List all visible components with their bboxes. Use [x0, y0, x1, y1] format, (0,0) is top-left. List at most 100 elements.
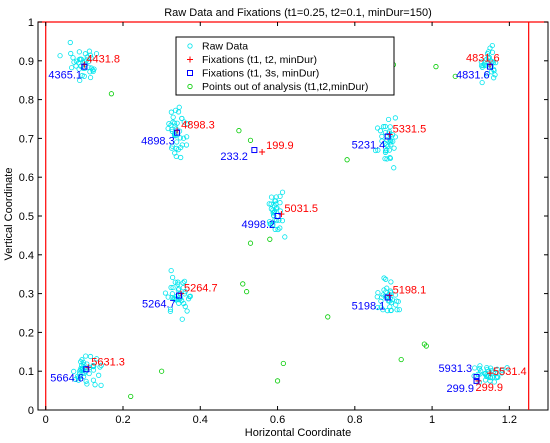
- fixation-duration-label: 5231.4: [352, 139, 386, 151]
- raw-data-point: [277, 200, 283, 206]
- axis-ticks: 0 0.2 0.4 0.6 0.8 1 1.2 0 0.1 0.2 0.3 0.4 0.5 0.6 0.7 0…: [19, 17, 548, 426]
- raw-data-point: [169, 143, 175, 149]
- raw-data-point: [483, 73, 490, 79]
- fixation-duration-label: 5531.4: [493, 366, 527, 378]
- raw-data-point: [69, 65, 75, 71]
- raw-data-point: [84, 381, 90, 387]
- raw-data-point: [181, 278, 188, 284]
- fixation-duration-label: 5031.5: [284, 203, 318, 215]
- raw-data-point: [67, 39, 73, 46]
- raw-data-point: [377, 128, 384, 134]
- raw-data-point: [71, 368, 77, 375]
- raw-data-point: [78, 359, 84, 365]
- raw-data-point: [170, 274, 176, 281]
- raw-data-point: [479, 79, 485, 86]
- raw-data-point: [392, 292, 399, 298]
- raw-data-point: [274, 205, 280, 211]
- fixation-square-marker: [176, 292, 183, 299]
- fixations-layer: [81, 61, 494, 384]
- raw-data-point: [170, 119, 176, 125]
- raw-data-point: [482, 377, 489, 383]
- fixation-square-marker: [487, 63, 494, 70]
- x-tick-label: 1.2: [502, 414, 517, 426]
- fixation-square-marker: [251, 147, 258, 154]
- fixation-square-marker: [473, 374, 480, 381]
- raw-data-point: [271, 209, 277, 216]
- raw-data-point: [484, 364, 490, 371]
- raw-data-point: [168, 267, 174, 274]
- raw-data-point: [167, 308, 173, 314]
- annotations-layer: 4431.8 4898.3 199.9 5331.5 4831.6 5031.5 5264.…: [48, 53, 526, 395]
- raw-data-point: [79, 72, 85, 79]
- raw-data-point: [477, 363, 483, 369]
- raw-data-point: [382, 123, 388, 130]
- raw-data-point: [387, 155, 394, 161]
- raw-data-point: [385, 298, 392, 304]
- raw-data-point: [90, 367, 97, 373]
- fixation-duration-label: 5264.7: [142, 299, 176, 311]
- y-tick-label: 0.8: [19, 95, 34, 107]
- raw-data-point: [179, 142, 185, 148]
- raw-data-point: [375, 290, 381, 296]
- raw-data-point: [168, 109, 174, 115]
- raw-data-point: [165, 125, 171, 132]
- raw-data-point: [169, 291, 175, 297]
- raw-data-point: [76, 49, 82, 55]
- raw-data-point: [393, 302, 399, 308]
- raw-data-point: [82, 51, 88, 57]
- raw-data-point: [384, 285, 390, 291]
- out-of-analysis-point: [423, 343, 429, 349]
- raw-data-point: [378, 304, 384, 310]
- y-tick-label: 0.5: [19, 211, 34, 223]
- raw-data-point: [80, 65, 86, 71]
- legend-marker: [187, 43, 193, 49]
- raw-data-point: [77, 77, 83, 84]
- fixation-duration-label: 4898.3: [181, 120, 215, 132]
- raw-data-point: [272, 198, 278, 204]
- fixation-duration-label: 233.2: [220, 151, 248, 163]
- raw-data-point: [484, 71, 490, 77]
- raw-data-point: [98, 362, 104, 368]
- out-of-analysis-layer: [108, 62, 458, 400]
- raw-data-point: [276, 217, 282, 223]
- fixation-duration-label: 4898.3: [141, 136, 175, 148]
- raw-data-point: [268, 221, 274, 227]
- fixation-duration-label: 4831.6: [466, 53, 500, 65]
- raw-data-point: [472, 365, 478, 371]
- raw-data-point: [178, 154, 184, 161]
- out-of-analysis-point: [247, 137, 254, 143]
- raw-data-point: [388, 307, 394, 314]
- raw-data-point: [167, 306, 174, 312]
- y-tick-label: 0.9: [19, 56, 34, 68]
- raw-data-point: [394, 307, 400, 313]
- fixation-duration-label: 299.9: [475, 382, 503, 394]
- raw-data-point: [186, 296, 192, 302]
- y-tick-label: 0.7: [19, 133, 34, 145]
- raw-data-point: [172, 123, 178, 129]
- raw-data-point: [181, 135, 187, 141]
- raw-data-point: [387, 304, 393, 310]
- raw-data-point: [173, 145, 179, 151]
- raw-data-point: [165, 294, 171, 300]
- raw-data-point: [177, 135, 183, 141]
- raw-data-point: [93, 51, 100, 57]
- raw-data-point: [392, 115, 398, 121]
- fixation-duration-label: 5664.6: [50, 372, 84, 384]
- raw-data-point: [387, 124, 393, 130]
- x-tick-label: 0: [43, 414, 49, 426]
- fixation-duration-label: 4831.6: [456, 70, 490, 82]
- raw-data-point: [83, 353, 89, 359]
- raw-data-point: [387, 155, 393, 161]
- raw-data-point: [487, 365, 494, 371]
- out-of-analysis-point: [344, 157, 350, 163]
- raw-data-point: [175, 279, 181, 285]
- raw-data-point: [174, 139, 180, 145]
- raw-data-point: [169, 295, 175, 301]
- raw-data-point: [392, 134, 399, 140]
- raw-data-point: [98, 382, 104, 388]
- y-tick-label: 0.2: [19, 327, 34, 339]
- y-tick-label: 0.6: [19, 172, 34, 184]
- y-tick-label: 1: [28, 17, 34, 29]
- fixation-square-marker: [174, 129, 181, 136]
